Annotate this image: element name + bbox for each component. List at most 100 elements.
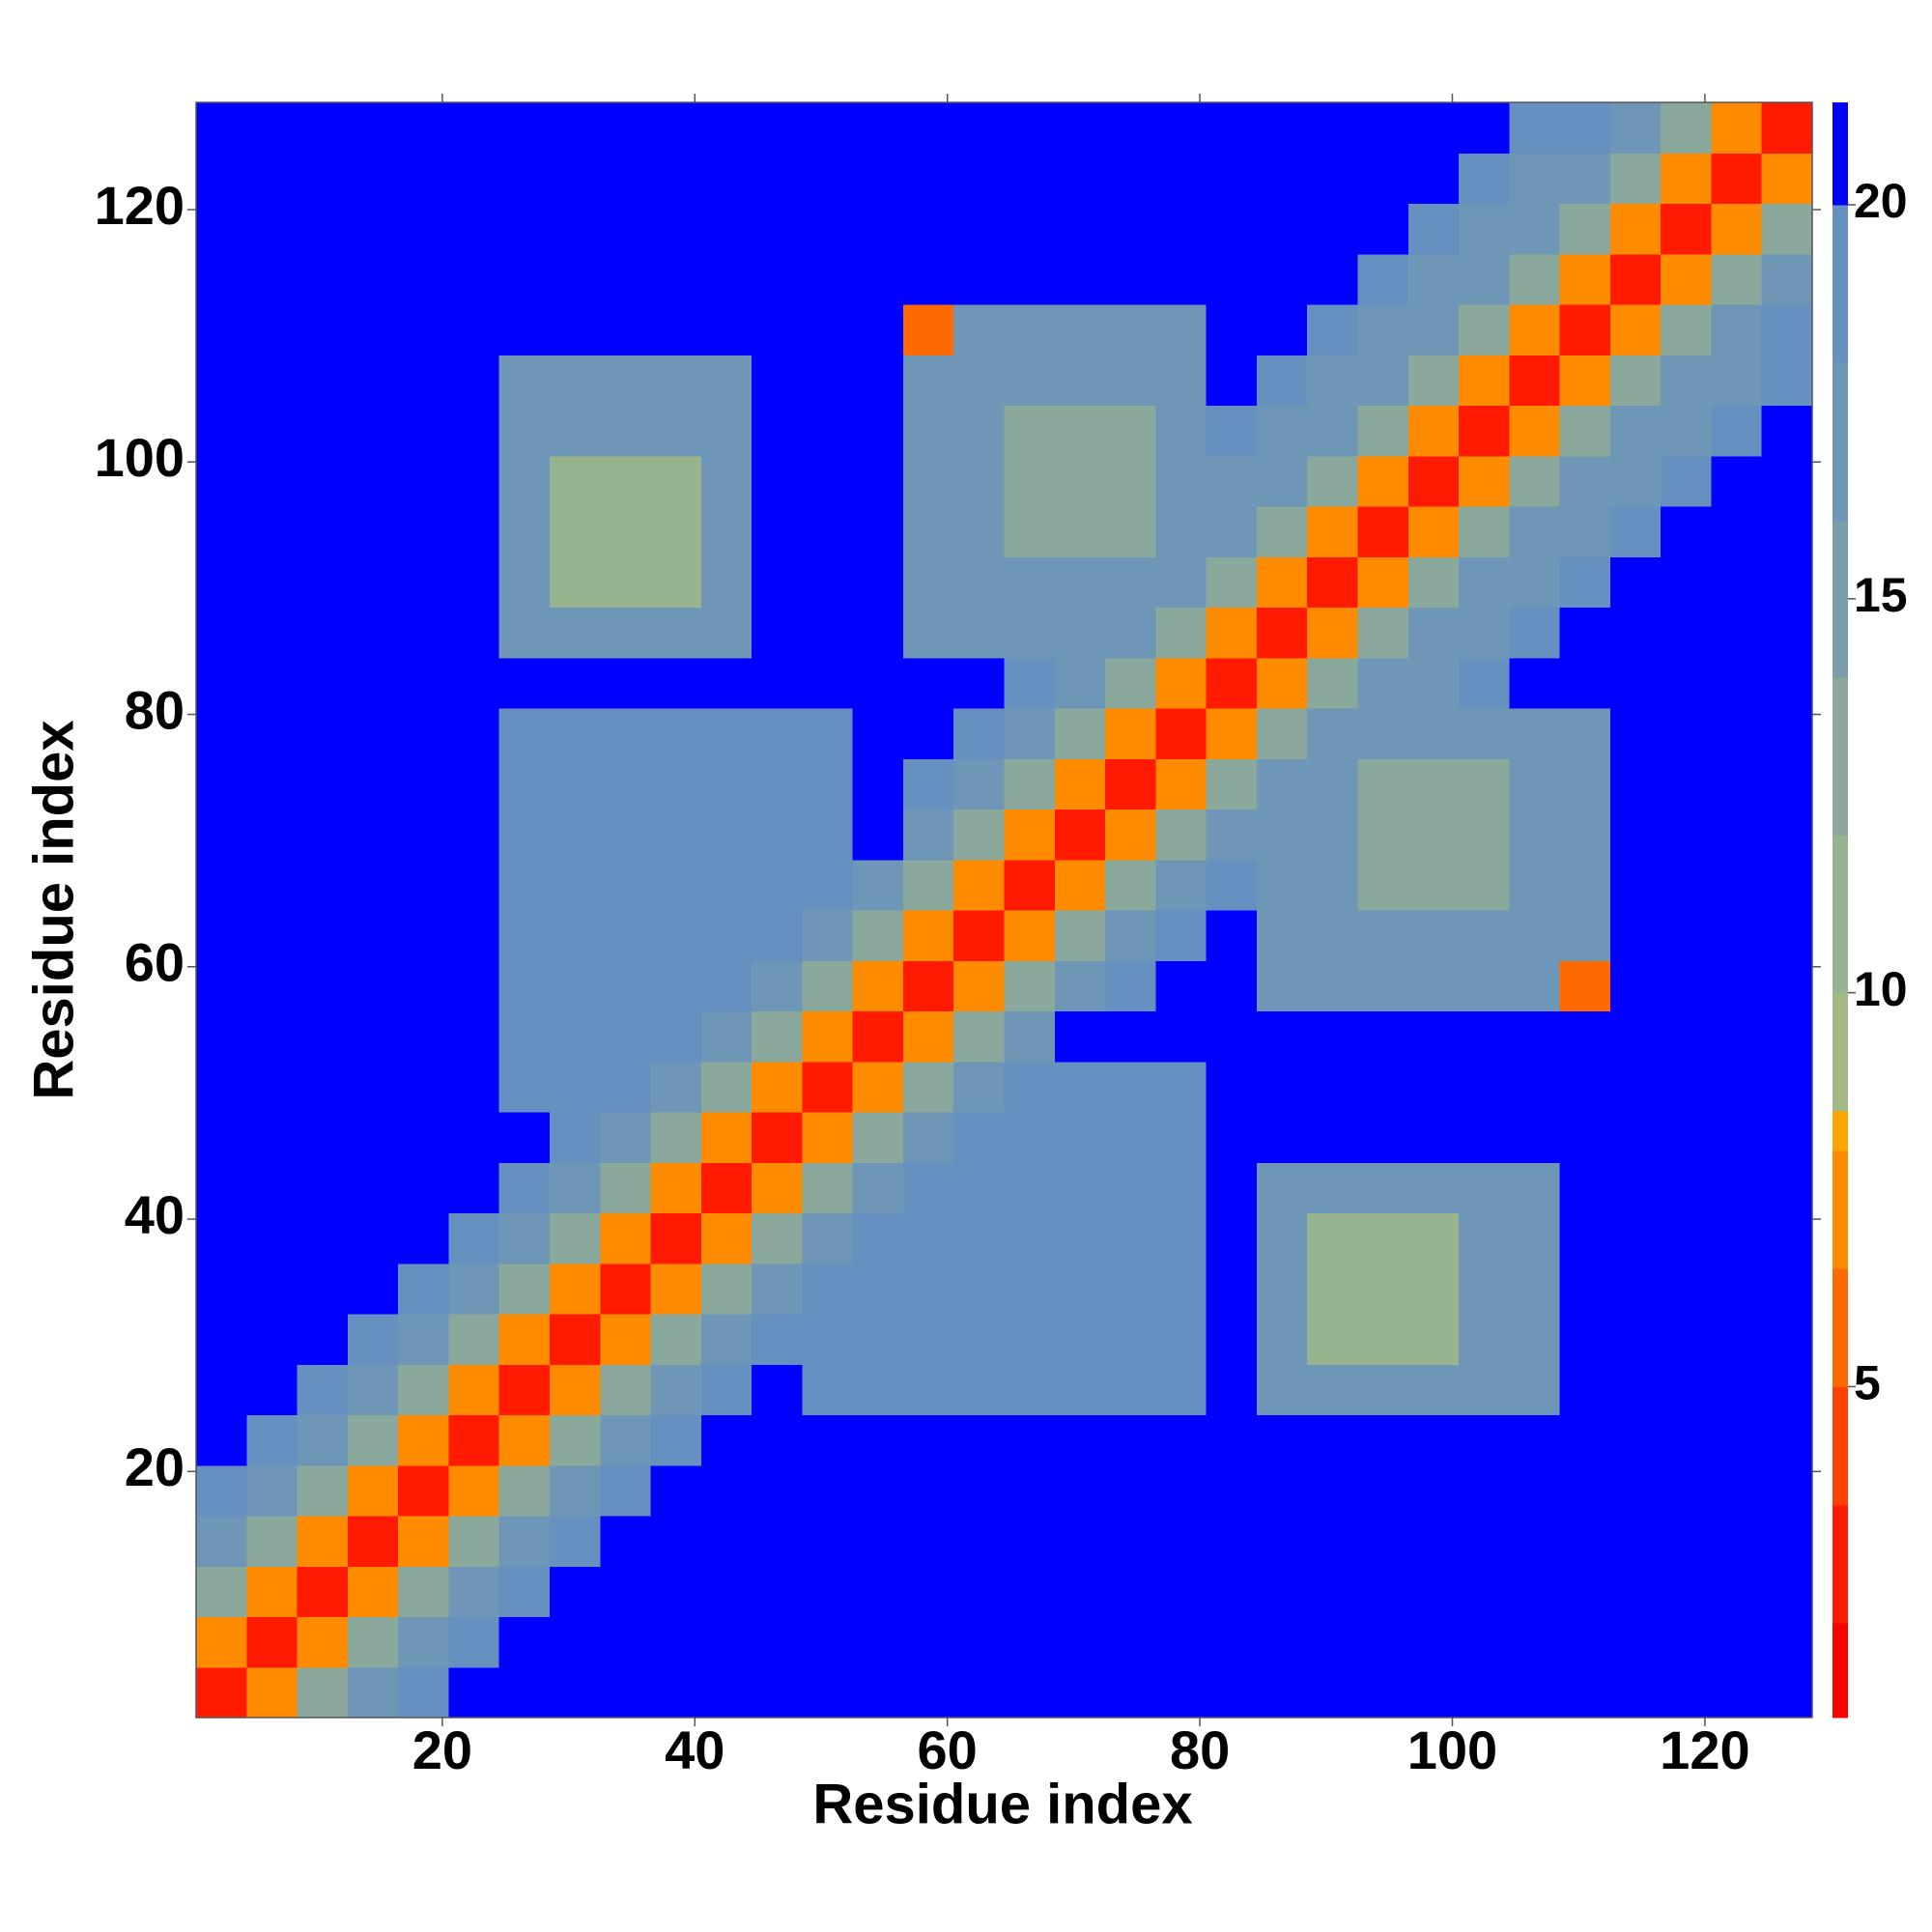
heatmap-cell [1459, 1616, 1510, 1668]
heatmap-cell [448, 102, 500, 154]
heatmap-cell [700, 960, 753, 1012]
heatmap-cell [1105, 1061, 1156, 1113]
heatmap-cell [549, 1516, 601, 1567]
heatmap-cell [1155, 1566, 1208, 1618]
heatmap-cell [1609, 1516, 1662, 1567]
heatmap-cell [398, 910, 450, 961]
heatmap-cell [650, 758, 702, 810]
heatmap-cell [1609, 405, 1662, 457]
heatmap-cell [902, 1516, 954, 1567]
heatmap-cell [498, 455, 551, 507]
heatmap-cell [498, 253, 551, 305]
heatmap-cell [347, 1162, 399, 1214]
heatmap-cell [1105, 1112, 1156, 1163]
heatmap-cell [1761, 1263, 1813, 1315]
heatmap-cell [1459, 960, 1510, 1012]
heatmap-cell [1357, 910, 1409, 961]
heatmap-cell [1256, 405, 1308, 457]
heatmap-cell [1357, 253, 1409, 305]
heatmap-cell [1004, 102, 1056, 154]
heatmap-cell [1105, 1414, 1156, 1466]
heatmap-cell [1307, 1464, 1359, 1517]
heatmap-cell [297, 859, 349, 911]
heatmap-cell [1357, 1566, 1409, 1618]
heatmap-cell [1105, 556, 1156, 609]
heatmap-cell [549, 758, 601, 810]
heatmap-cell [549, 1616, 601, 1668]
heatmap-cell [1206, 809, 1258, 861]
heatmap-cell [852, 455, 904, 507]
heatmap-cell [1357, 1061, 1409, 1113]
heatmap-cell [1054, 405, 1106, 457]
heatmap-cell [246, 153, 298, 205]
heatmap-cell [650, 1112, 702, 1163]
heatmap-cell [448, 506, 500, 557]
heatmap-cell [802, 809, 854, 861]
heatmap-cell [752, 1263, 803, 1315]
heatmap-cell [953, 405, 1006, 457]
heatmap-cell [196, 1112, 247, 1163]
heatmap-cell [953, 1112, 1006, 1163]
heatmap-cell [1357, 657, 1409, 709]
heatmap-cell [650, 1616, 702, 1668]
heatmap-cell [297, 1314, 349, 1365]
heatmap-cell [1459, 1666, 1510, 1719]
heatmap-cell [1459, 556, 1510, 609]
heatmap-cell [802, 1616, 854, 1668]
heatmap-cell [347, 1464, 399, 1517]
heatmap-cell [1761, 1112, 1813, 1163]
heatmap-cell [448, 1516, 500, 1567]
heatmap-cell [1407, 355, 1460, 407]
heatmap-cell [700, 405, 753, 457]
y-tick-label: 80 [125, 679, 185, 740]
heatmap-cell [498, 607, 551, 659]
heatmap-cell [1509, 355, 1561, 407]
heatmap-cell [1206, 556, 1258, 609]
heatmap-cell [1407, 1666, 1460, 1719]
heatmap-cell [246, 455, 298, 507]
heatmap-cell [246, 1162, 298, 1214]
heatmap-cell [650, 1414, 702, 1466]
heatmap-cell [600, 506, 652, 557]
heatmap-cell [1105, 102, 1156, 154]
heatmap-cell [953, 355, 1006, 407]
heatmap-cell [700, 1566, 753, 1618]
heatmap-cell [1559, 607, 1611, 659]
heatmap-cell [1407, 1010, 1460, 1063]
heatmap-cell [650, 1061, 702, 1113]
heatmap-cell [852, 304, 904, 355]
heatmap-cell [498, 405, 551, 457]
heatmap-cell [196, 859, 247, 911]
heatmap-cell [1004, 910, 1056, 961]
heatmap-cell [1054, 1212, 1106, 1264]
heatmap-cell [752, 102, 803, 154]
heatmap-cell [1307, 1616, 1359, 1668]
heatmap-cell [398, 809, 450, 861]
heatmap-cell [1004, 304, 1056, 355]
heatmap-cell [852, 960, 904, 1012]
heatmap-cell [802, 304, 854, 355]
heatmap-cell [1256, 1516, 1308, 1567]
heatmap-cell [347, 304, 399, 355]
heatmap-cell [1155, 506, 1208, 557]
heatmap-cell [700, 607, 753, 659]
heatmap-cell [1054, 1263, 1106, 1315]
heatmap-cell [1054, 304, 1106, 355]
heatmap-cell [1407, 859, 1460, 911]
heatmap-cell [852, 1414, 904, 1466]
heatmap-cell [1509, 1516, 1561, 1567]
heatmap-cell [600, 910, 652, 961]
heatmap-cell [902, 304, 954, 355]
heatmap-cell [1105, 1162, 1156, 1214]
heatmap-cell [1761, 506, 1813, 557]
heatmap-cell [398, 102, 450, 154]
x-tick-label: 40 [665, 1719, 724, 1780]
heatmap-cell [752, 556, 803, 609]
heatmap-cell [1711, 859, 1763, 911]
heatmap-cell [1357, 1364, 1409, 1416]
heatmap-cell [802, 405, 854, 457]
heatmap-cell [1609, 1162, 1662, 1214]
heatmap-cell [1206, 1162, 1258, 1214]
heatmap-cell [1054, 657, 1106, 709]
heatmap-cell [650, 102, 702, 154]
